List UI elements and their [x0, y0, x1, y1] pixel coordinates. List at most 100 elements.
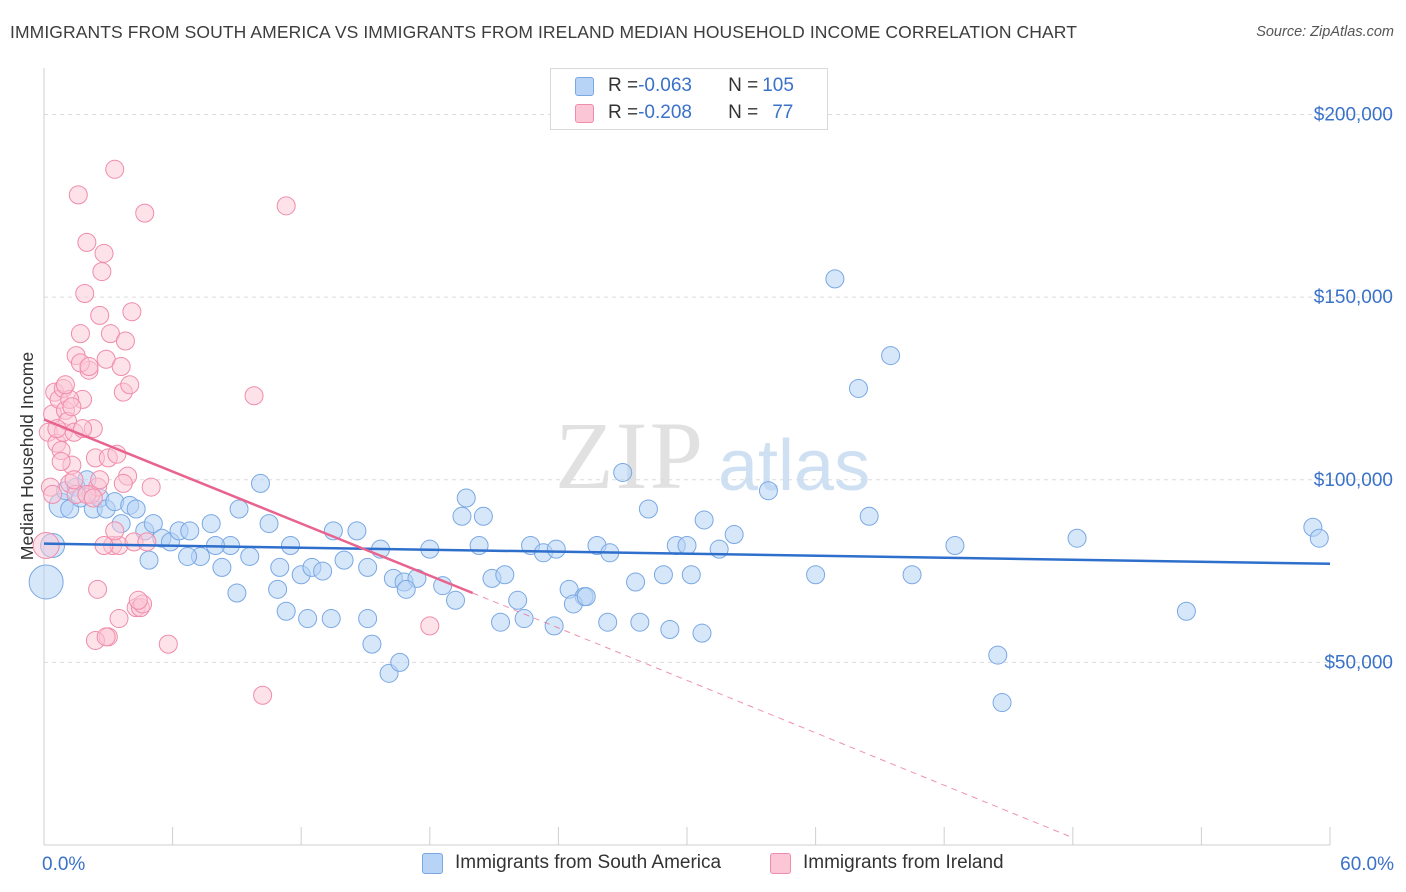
watermark-atlas: atlas — [718, 426, 870, 506]
data-point-ireland — [135, 203, 155, 223]
data-point-ireland — [96, 627, 116, 647]
legend-r-label: R = — [608, 75, 639, 96]
y-tick-label: $100,000 — [1314, 470, 1393, 491]
data-point-south-america — [546, 539, 566, 559]
data-point-south-america — [598, 612, 618, 632]
series-south-america — [28, 269, 1329, 713]
data-point-south-america — [724, 525, 744, 545]
data-point-south-america — [358, 609, 378, 629]
data-point-south-america — [576, 587, 596, 607]
y-tick-label: $200,000 — [1314, 105, 1393, 126]
data-point-ireland — [137, 532, 157, 552]
data-point-south-america — [201, 514, 221, 534]
data-point-south-america — [988, 645, 1008, 665]
data-point-south-america — [396, 579, 416, 599]
data-point-south-america — [495, 565, 515, 585]
data-point-south-america — [276, 601, 296, 621]
source-label: Source: ZipAtlas.com — [1256, 24, 1394, 40]
data-point-south-america — [660, 620, 680, 640]
y-axis-label: Median Household Income — [17, 352, 37, 560]
data-point-south-america — [180, 521, 200, 541]
bottom-legend-swatch-blue — [422, 852, 443, 874]
data-point-south-america — [321, 609, 341, 629]
data-point-ireland — [105, 159, 125, 179]
data-point-south-america — [259, 514, 279, 534]
data-point-ireland — [111, 357, 131, 377]
data-point-south-america — [178, 546, 198, 566]
bottom-legend-label-blue: Immigrants from South America — [455, 852, 722, 873]
data-point-ireland — [92, 262, 112, 282]
data-point-south-america — [313, 561, 333, 581]
series-ireland — [32, 159, 440, 705]
bottom-legend-blue[interactable]: Immigrants from South America — [422, 852, 721, 874]
data-point-ireland — [113, 473, 133, 493]
data-point-south-america — [390, 652, 410, 672]
data-point-south-america — [806, 565, 826, 585]
data-point-south-america — [473, 506, 493, 526]
trend-line-ireland — [43, 418, 474, 595]
data-point-ireland — [51, 452, 71, 471]
axes — [43, 68, 1331, 846]
trend-lines — [43, 418, 1331, 839]
data-point-ireland — [122, 302, 142, 322]
legend-row-pink: R = -0.208 N = 77 — [575, 101, 793, 125]
data-point-south-america — [1176, 601, 1196, 621]
x-tick-label: 0.0% — [42, 854, 85, 875]
data-point-south-america — [677, 536, 697, 556]
data-point-south-america — [268, 579, 288, 599]
data-point-ireland — [94, 243, 114, 263]
data-point-ireland — [128, 590, 148, 610]
legend-swatch-pink — [575, 103, 594, 123]
legend-r-value: -0.208 — [638, 102, 692, 123]
data-point-ireland — [88, 579, 108, 599]
data-point-ireland — [109, 609, 129, 629]
data-point-south-america — [452, 506, 472, 526]
chart-title: IMMIGRANTS FROM SOUTH AMERICA VS IMMIGRA… — [10, 22, 1078, 42]
data-point-south-america — [630, 612, 650, 632]
watermark-zip: ZIP — [555, 402, 705, 509]
data-point-south-america — [227, 583, 247, 603]
data-point-south-america — [126, 499, 146, 519]
data-point-ireland — [68, 185, 88, 205]
legend-row-blue: R = -0.063 N = 105 — [575, 74, 794, 98]
data-point-south-america — [848, 378, 868, 398]
data-point-south-america — [446, 590, 466, 610]
data-point-south-america — [859, 506, 879, 526]
y-tick-label: $50,000 — [1324, 652, 1393, 673]
data-point-ireland — [62, 397, 82, 417]
tick-labels: $50,000 $100,000 $150,000 $200,000 0.0% 60.0% — [42, 105, 1394, 875]
data-point-south-america — [613, 462, 633, 482]
data-point-south-america — [280, 536, 300, 556]
y-tick-label: $150,000 — [1314, 287, 1393, 308]
data-point-south-america — [638, 499, 658, 519]
bottom-legend: Immigrants from South America Immigrants… — [0, 852, 1406, 878]
data-point-south-america — [250, 473, 270, 493]
data-point-south-america — [1309, 528, 1329, 548]
data-point-south-america — [881, 346, 901, 366]
data-point-south-america — [544, 616, 564, 636]
data-point-south-america — [456, 488, 476, 508]
data-point-ireland — [420, 616, 440, 636]
trend-line-ireland-extension — [472, 592, 1073, 839]
data-point-south-america — [514, 609, 534, 629]
legend-n-label: N = — [728, 75, 759, 96]
data-point-ireland — [83, 488, 103, 508]
data-point-south-america — [902, 565, 922, 585]
data-point-south-america — [694, 510, 714, 530]
data-point-south-america — [1067, 528, 1087, 548]
data-point-ireland — [90, 305, 110, 325]
data-point-south-america — [28, 564, 64, 600]
data-point-south-america — [626, 572, 646, 592]
data-point-ireland — [70, 324, 90, 344]
bottom-legend-pink[interactable]: Immigrants from Ireland — [770, 852, 1004, 874]
watermark: ZIP atlas — [555, 402, 870, 509]
data-point-ireland — [90, 470, 110, 490]
data-point-south-america — [362, 634, 382, 654]
data-point-ireland — [158, 634, 178, 654]
data-point-ireland — [55, 375, 75, 395]
data-point-south-america — [229, 499, 249, 519]
data-point-south-america — [681, 565, 701, 585]
data-point-south-america — [298, 609, 318, 629]
trend-line-south-america — [43, 542, 1331, 566]
